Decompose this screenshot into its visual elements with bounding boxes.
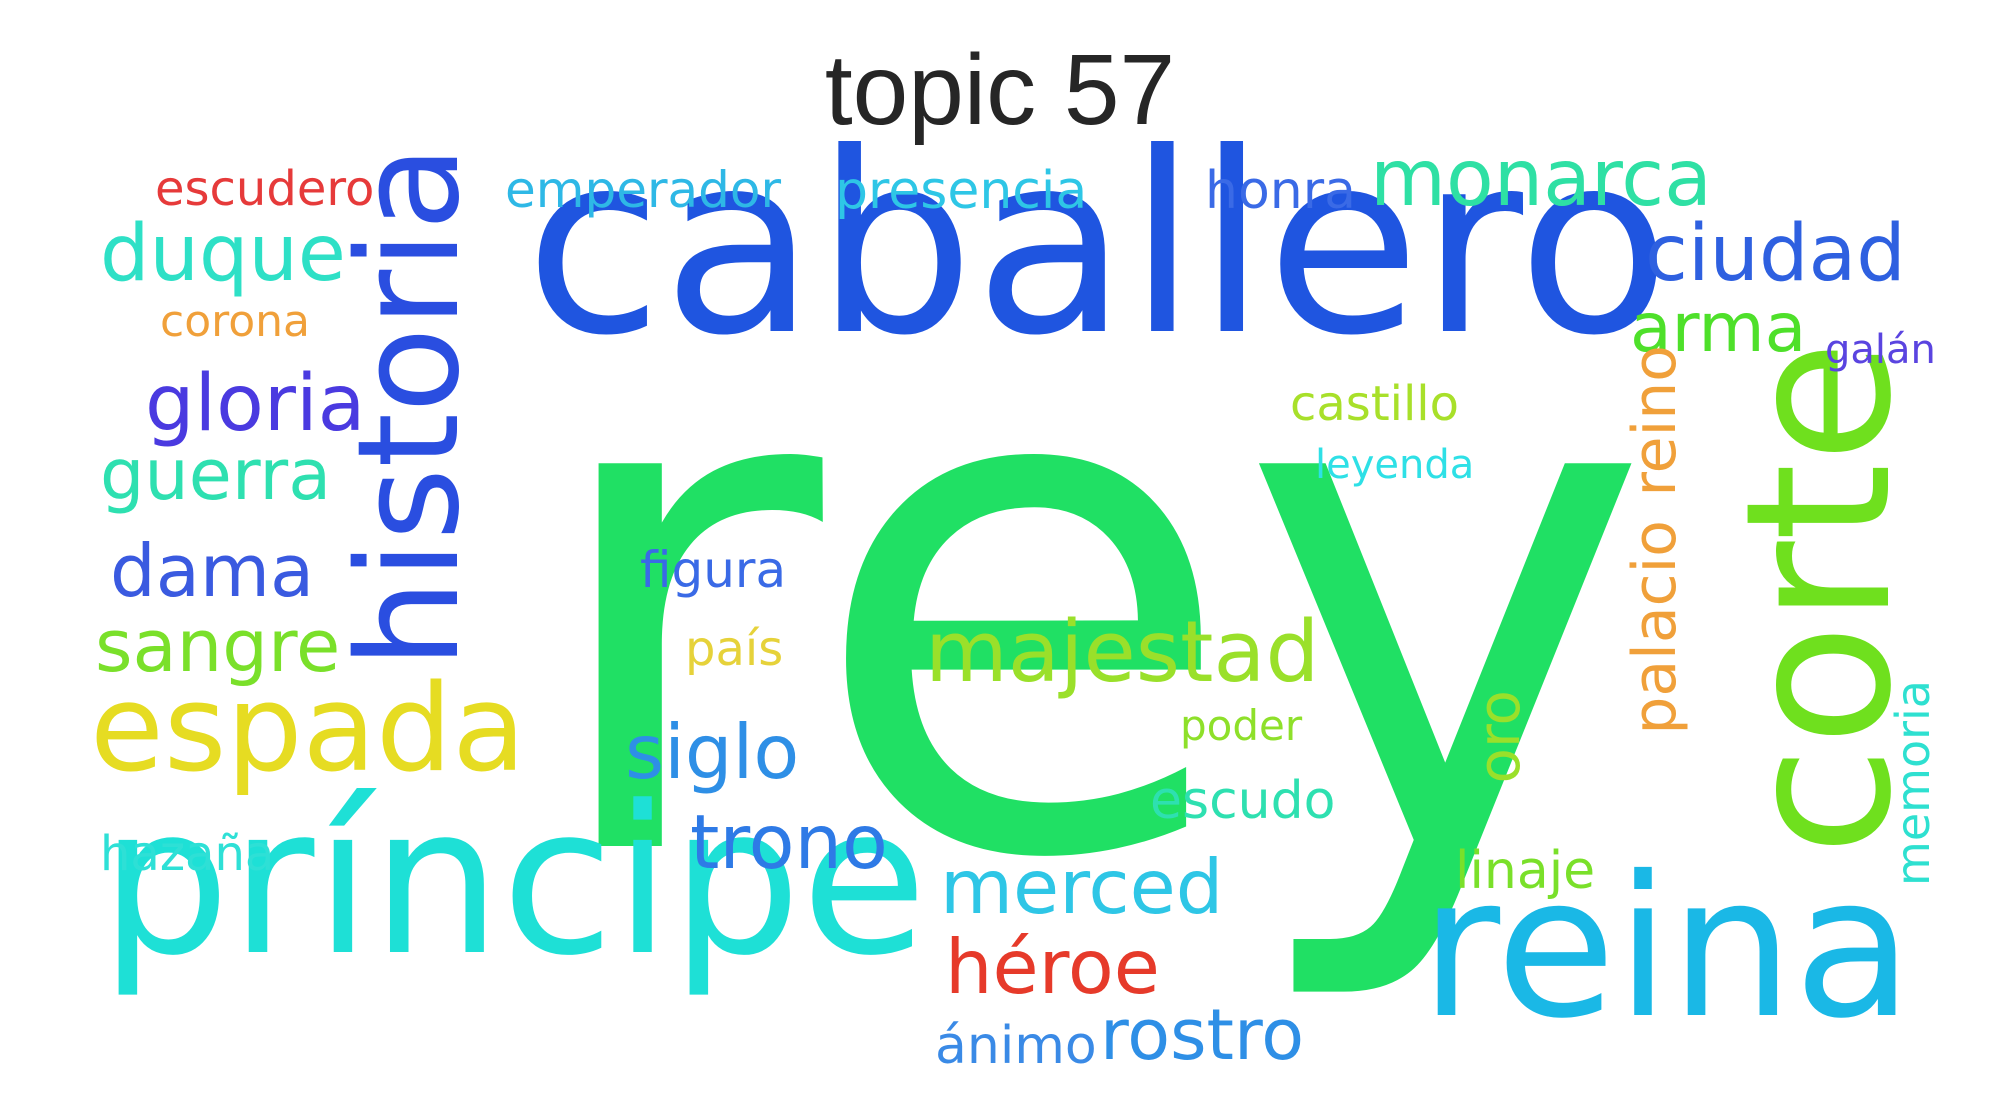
word-32: corona xyxy=(160,296,311,347)
word-26: leyenda xyxy=(1315,442,1475,488)
word-18: reino xyxy=(1620,345,1690,497)
word-23: escudo xyxy=(1150,771,1336,831)
chart-title: topic 57 xyxy=(824,34,1176,146)
word-37: hazaña xyxy=(100,826,275,882)
word-1: caballero xyxy=(525,99,1671,390)
word-0: rey xyxy=(535,197,1653,1012)
word-35: dama xyxy=(110,529,315,613)
word-2: príncipe xyxy=(100,763,928,1001)
word-11: héroe xyxy=(945,923,1160,1011)
word-17: galán xyxy=(1825,327,1936,373)
word-15: ciudad xyxy=(1645,209,1906,299)
word-27: honra xyxy=(1205,161,1356,221)
word-3: reina xyxy=(1420,834,1914,1061)
word-29: emperador xyxy=(505,161,782,219)
word-33: gloria xyxy=(145,359,366,449)
word-38: figura xyxy=(640,541,787,599)
word-30: escudero xyxy=(155,161,375,217)
word-21: oro xyxy=(1465,690,1533,784)
word-13: ánimo xyxy=(935,1016,1097,1076)
word-22: linaje xyxy=(1455,841,1596,901)
word-14: monarca xyxy=(1370,134,1712,224)
word-25: castillo xyxy=(1290,376,1460,432)
word-28: presencia xyxy=(835,161,1088,221)
word-31: duque xyxy=(100,209,346,299)
word-8: siglo xyxy=(625,708,800,796)
word-9: trono xyxy=(690,798,888,886)
word-20: memoria xyxy=(1886,680,1940,886)
word-19: palacio xyxy=(1620,520,1690,735)
word-7: majestad xyxy=(925,603,1320,702)
word-6: espada xyxy=(90,660,526,799)
word-10: merced xyxy=(940,843,1224,931)
word-12: rostro xyxy=(1100,994,1305,1076)
word-36: sangre xyxy=(95,604,341,688)
word-39: país xyxy=(685,621,784,677)
word-34: guerra xyxy=(100,434,332,516)
word-24: poder xyxy=(1180,701,1303,750)
word-16: arma xyxy=(1630,289,1807,368)
